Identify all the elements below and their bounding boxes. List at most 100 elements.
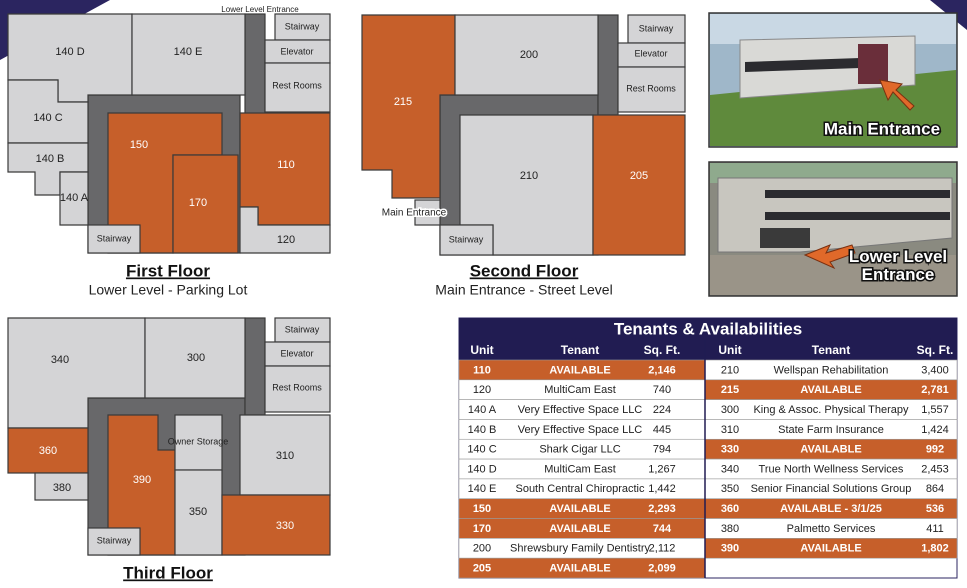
tenant-cell: Shrewsbury Family Dentistry (510, 543, 650, 555)
room (34, 472, 89, 501)
sqft-cell: 1,802 (921, 543, 949, 555)
room-label: Lower Level Entrance (221, 5, 299, 14)
unit-cell: 340 (721, 463, 739, 475)
sqft-cell: 2,781 (921, 384, 949, 396)
tenant-cell: AVAILABLE - 3/1/25 (780, 503, 882, 515)
room-label: Stairway (285, 324, 320, 334)
unit-cell: 205 (473, 562, 491, 574)
room (221, 494, 331, 556)
room-label: 215 (394, 96, 412, 108)
column-header: Sq. Ft. (644, 343, 681, 357)
corridor (244, 317, 266, 416)
sqft-cell: 1,267 (648, 463, 676, 475)
tenant-cell: AVAILABLE (549, 364, 610, 376)
room-label: Owner Storage (168, 436, 229, 446)
room-label: 200 (520, 49, 538, 61)
sqft-cell: 740 (653, 384, 671, 396)
tenant-cell: Palmetto Services (787, 523, 876, 535)
room (239, 206, 331, 254)
sqft-cell: 2,099 (648, 562, 676, 574)
column-header: Tenant (812, 343, 850, 357)
windows (765, 212, 950, 220)
room-label: 310 (276, 450, 294, 462)
photo-label: Main Entrance (824, 119, 940, 138)
room-label: 140 C (33, 112, 62, 124)
second-floor-plan: 215 200 210 205 Stairway Stairway Elevat… (361, 14, 686, 298)
windows (765, 190, 950, 198)
room-label: 140 B (36, 153, 65, 165)
sqft-cell: 794 (653, 444, 671, 456)
room-label: 380 (53, 482, 71, 494)
tenant-cell: State Farm Insurance (778, 424, 884, 436)
pavement (710, 255, 956, 295)
room-label: Elevator (634, 48, 667, 58)
sqft-cell: 224 (653, 404, 671, 416)
room-label: 150 (130, 139, 148, 151)
tenant-cell: King & Assoc. Physical Therapy (753, 404, 909, 416)
unit-cell: 170 (473, 523, 491, 535)
third-floor-plan: 340 300 360 380 390 Owner Storage 350 31… (7, 317, 331, 582)
tenant-cell: True North Wellness Services (759, 463, 904, 475)
unit-cell: 200 (473, 543, 491, 555)
sqft-cell: 411 (926, 523, 944, 535)
floor-title: Second Floor (470, 261, 579, 280)
column-header: Unit (718, 343, 741, 357)
unit-cell: 310 (721, 424, 739, 436)
room-label: 350 (189, 506, 207, 518)
room-label: Stairway (285, 21, 320, 31)
room-label: Main Entrance (382, 208, 447, 219)
first-floor-plan: 140 D 140 E 140 C 140 B 140 A 150 170 11… (7, 5, 331, 298)
tenant-cell: Very Effective Space LLC (518, 424, 643, 436)
photo: Main Entrance (708, 12, 958, 148)
unit-cell: 390 (721, 543, 739, 555)
stairway (87, 224, 141, 254)
room-label: 140 A (60, 192, 89, 204)
column-header: Unit (470, 343, 493, 357)
tenant-cell: MultiCam East (544, 384, 616, 396)
sqft-cell: 536 (926, 503, 944, 515)
room (174, 469, 223, 556)
rest-rooms (264, 365, 331, 413)
sqft-cell: 1,442 (648, 483, 676, 495)
unit-cell: 110 (473, 364, 491, 376)
corridor (597, 14, 619, 116)
room-label: Stairway (639, 23, 674, 33)
sqft-cell: 2,146 (648, 364, 676, 376)
photo: Lower Level Entrance (708, 161, 958, 297)
unit-cell: 120 (473, 384, 491, 396)
unit-cell: 380 (721, 523, 739, 535)
sqft-cell: 2,112 (649, 543, 676, 555)
windows (745, 58, 860, 72)
floor-title: First Floor (126, 261, 210, 280)
floor-title: Third Floor (123, 563, 213, 582)
tenant-cell: Very Effective Space LLC (518, 404, 643, 416)
floor-subtitle: Main Entrance - Street Level (435, 282, 612, 298)
room (592, 114, 686, 256)
stairway (439, 224, 494, 256)
sqft-cell: 992 (926, 444, 944, 456)
unit-cell: 300 (721, 404, 739, 416)
sqft-cell: 2,293 (648, 503, 676, 515)
room-label: 390 (133, 474, 151, 486)
room-label: Rest Rooms (272, 80, 322, 90)
corridor (244, 13, 266, 116)
stairway (627, 14, 686, 44)
unit-cell: 140 A (468, 404, 497, 416)
room (7, 427, 89, 474)
tenant-cell: MultiCam East (544, 463, 616, 475)
room-label: Elevator (280, 348, 313, 358)
unit-cell: 150 (473, 503, 491, 515)
sqft-cell: 1,424 (921, 424, 949, 436)
sqft-cell: 864 (926, 483, 944, 495)
unit-cell: 140 B (468, 424, 497, 436)
tenant-cell: AVAILABLE (549, 562, 610, 574)
sqft-cell: 744 (653, 523, 672, 535)
sqft-cell: 1,557 (921, 404, 949, 416)
room (174, 414, 223, 471)
tenant-cell: AVAILABLE (549, 523, 610, 535)
room-label: 340 (51, 354, 69, 366)
unit-cell: 350 (721, 483, 739, 495)
arrow (803, 244, 856, 270)
stairway (274, 317, 331, 343)
